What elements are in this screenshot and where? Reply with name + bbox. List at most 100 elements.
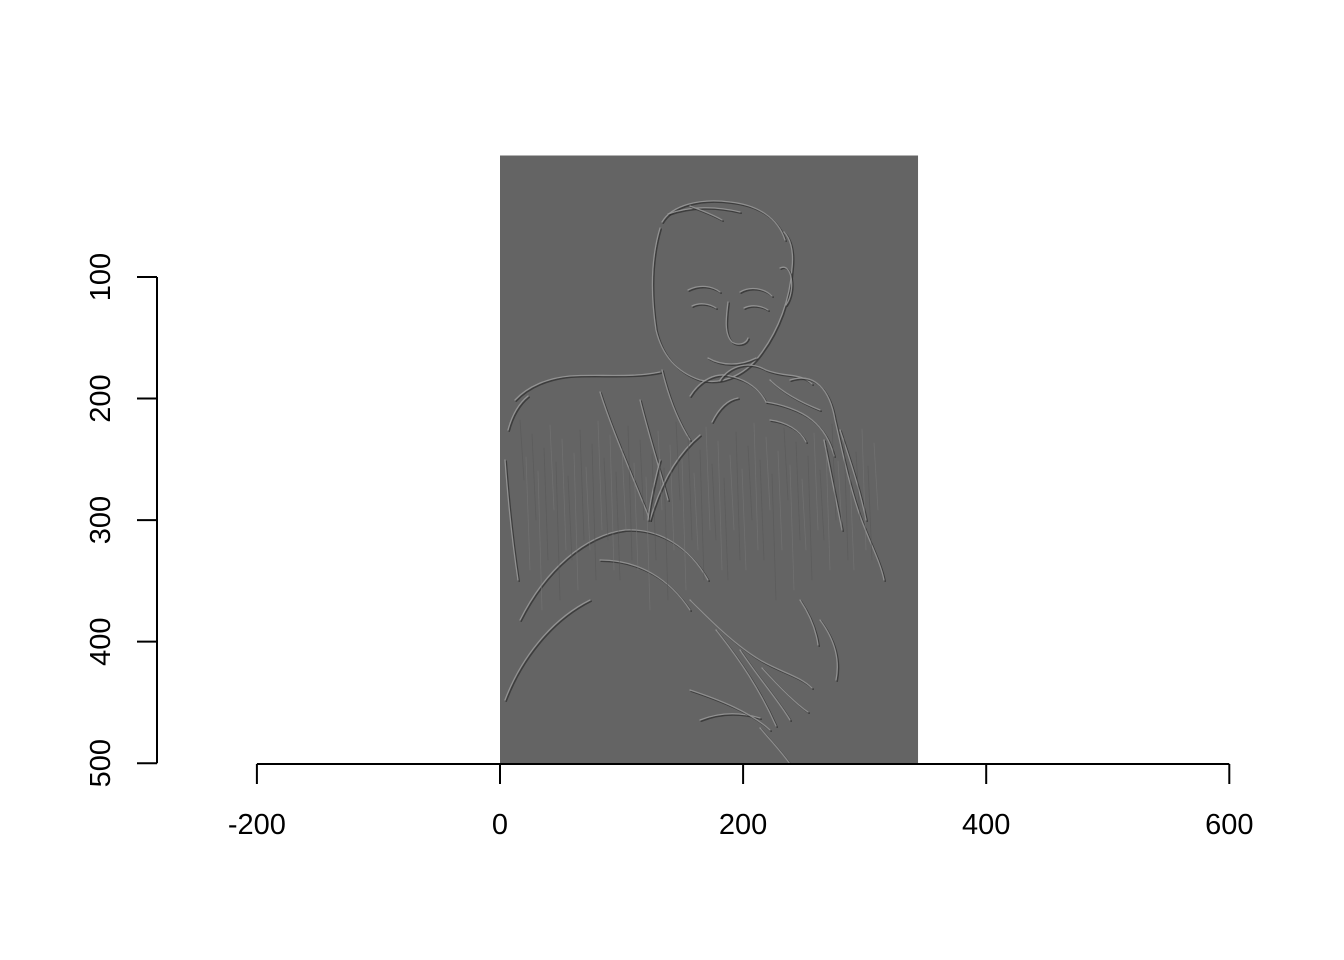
emboss-highlight-stroke: [789, 377, 885, 581]
emboss-texture-line: [519, 419, 525, 481]
emboss-texture-line: [555, 461, 561, 601]
emboss-texture-line: [561, 438, 567, 551]
emboss-highlight-stroke: [819, 619, 838, 681]
emboss-highlight-stroke: [689, 205, 723, 221]
y-axis: 100 200 300 400 500: [85, 253, 158, 787]
emboss-texture-line: [687, 435, 693, 541]
emboss-highlight-stroke: [779, 266, 793, 306]
emboss-texture-line: [747, 445, 753, 521]
emboss-texture-line: [615, 471, 621, 581]
x-tick-label: 200: [719, 809, 767, 841]
emboss-texture-line: [609, 434, 615, 571]
emboss-highlight-stroke: [514, 371, 661, 401]
emboss-highlight-stroke: [719, 364, 813, 385]
emboss-texture-line: [717, 440, 723, 571]
emboss-highlight-stroke: [599, 559, 691, 611]
emboss-texture-line: [585, 466, 591, 551]
emboss-texture-line: [645, 476, 651, 611]
emboss-texture-line: [627, 425, 633, 561]
emboss-texture-line: [807, 455, 813, 581]
emboss-texture-line: [837, 460, 843, 531]
emboss-highlight-stroke: [739, 287, 773, 297]
emboss-highlight-stroke: [507, 395, 529, 431]
emboss-highlight-stroke: [687, 285, 721, 293]
x-axis: -200 0 200 400 600: [228, 763, 1253, 841]
emboss-highlight-stroke: [769, 419, 807, 443]
emboss-texture-line: [711, 463, 717, 541]
emboss-highlight-stroke: [725, 301, 749, 345]
x-tick-label: -200: [228, 809, 286, 841]
emboss-texture-line: [789, 464, 795, 591]
emboss-texture-line: [525, 456, 531, 571]
emboss-highlight-stroke: [691, 303, 717, 309]
emboss-shadow-stroke: [652, 228, 795, 384]
emboss-texture-line: [669, 444, 675, 551]
x-tick-label: 600: [1205, 809, 1253, 841]
emboss-texture-line: [795, 441, 801, 541]
emboss-highlight-stroke: [504, 459, 519, 581]
x-tick-label: 400: [962, 809, 1010, 841]
emboss-highlight-stroke: [667, 207, 741, 215]
emboss-shadow-stroke: [668, 208, 743, 217]
emboss-highlight-stroke: [765, 401, 835, 457]
emboss-texture-line: [591, 443, 597, 581]
emboss-texture-line: [699, 449, 705, 581]
emboss-highlight-stroke: [689, 374, 767, 403]
emboss-texture-line: [831, 423, 837, 521]
emboss-texture-line: [675, 421, 681, 501]
emboss-texture-line: [543, 447, 549, 561]
emboss-shadow-stroke: [505, 600, 593, 703]
emboss-texture-line: [597, 420, 603, 531]
emboss-highlight-stroke: [743, 305, 769, 311]
x-tick-label: 0: [492, 809, 508, 841]
emboss-texture-line: [813, 432, 819, 531]
emboss-texture-line: [765, 436, 771, 511]
emboss-highlight-stroke: [699, 713, 761, 721]
emboss-highlight-stroke: [715, 629, 777, 727]
emboss-highlight-stroke: [661, 369, 691, 441]
emboss-texture-line: [579, 429, 585, 541]
emboss-highlight-stroke: [661, 200, 786, 241]
emboss-highlight-stroke: [707, 357, 757, 365]
emboss-texture-line: [663, 467, 669, 601]
y-tick-label: 300: [85, 496, 117, 544]
emboss-texture-line: [801, 478, 807, 551]
emboss-texture-line: [819, 469, 825, 541]
emboss-highlight-stroke: [689, 599, 813, 689]
y-tick-label: 200: [85, 374, 117, 422]
emboss-texture-line: [693, 472, 699, 551]
image-layer: [500, 155, 919, 764]
emboss-texture-line: [723, 477, 729, 581]
emboss-texture-line: [771, 473, 777, 601]
emboss-highlight-stroke: [761, 667, 809, 713]
emboss-highlight-stroke: [689, 689, 771, 731]
emboss-highlight-stroke: [739, 649, 791, 721]
y-tick-label: 500: [85, 739, 117, 787]
emboss-shadow-stroke: [700, 714, 763, 723]
emboss-texture-line: [603, 457, 609, 541]
emboss-texture-line: [651, 453, 657, 561]
emboss-texture-line: [855, 451, 861, 521]
emboss-highlight-stroke: [519, 529, 709, 621]
emboss-highlight-stroke: [639, 399, 669, 501]
emboss-texture-line: [729, 454, 735, 531]
emboss-highlight-stroke: [711, 397, 739, 423]
emboss-shadow-stroke: [780, 267, 794, 308]
emboss-shadow-stroke: [515, 372, 663, 403]
emboss-highlight-stroke: [647, 459, 661, 521]
emboss-texture-line: [777, 450, 783, 551]
emboss-texture-line: [537, 470, 543, 611]
emboss-texture-line: [735, 431, 741, 561]
emboss-highlight-stroke: [839, 429, 867, 521]
emboss-texture-line: [825, 446, 831, 571]
emboss-texture-line: [633, 462, 639, 571]
emboss-highlight-stroke: [799, 599, 819, 646]
emboss-highlight-stroke: [759, 727, 791, 764]
emboss-texture-line: [531, 433, 537, 521]
emboss-texture-line: [753, 422, 759, 551]
emboss-texture-line: [567, 475, 573, 561]
emboss-texture-line: [639, 439, 645, 521]
emboss-highlight-stroke: [649, 434, 701, 521]
emboss-texture-line: [843, 437, 849, 561]
